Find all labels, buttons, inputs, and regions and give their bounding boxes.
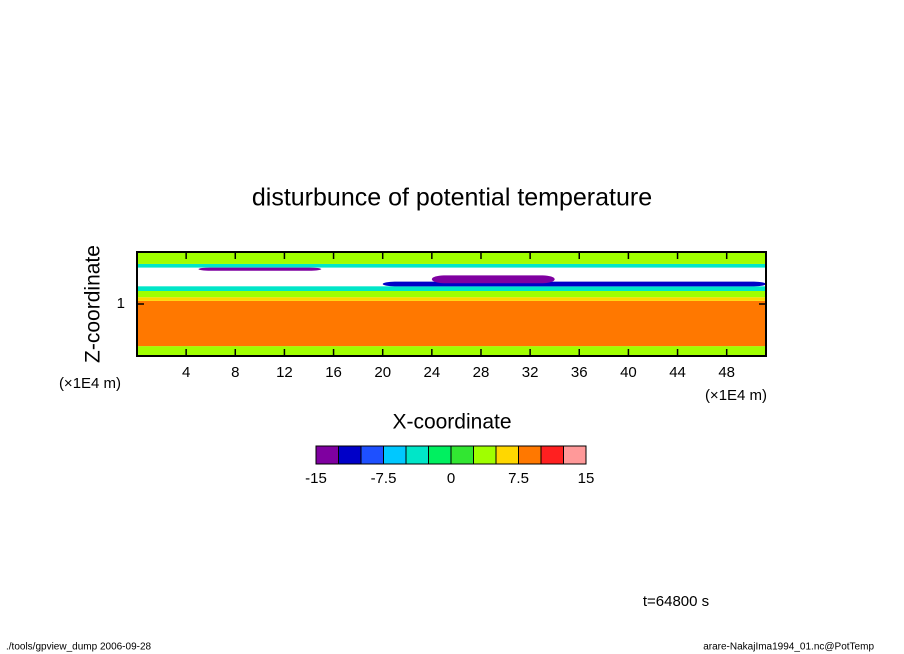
contour-band — [431, 275, 555, 284]
footer-left: ./tools/gpview_dump 2006-09-28 — [6, 642, 152, 653]
colorbar-label: 15 — [578, 470, 595, 487]
contour-band — [137, 297, 766, 301]
x-tick-label: 48 — [718, 364, 735, 381]
colorbar-box — [563, 445, 587, 465]
footer-right: arare-NakajIma1994_01.nc@PotTemp — [703, 642, 874, 653]
colorbar-box — [450, 445, 474, 465]
colorbar-box — [315, 445, 339, 465]
colorbar-label: 7.5 — [508, 470, 529, 487]
colorbar-label: -15 — [305, 470, 327, 487]
x-tick-label: 4 — [182, 364, 190, 381]
x-tick-label: 16 — [325, 364, 342, 381]
y-tick-label: 1 — [117, 295, 125, 312]
x-tick-label: 24 — [424, 364, 441, 381]
time-annotation: t=64800 s — [643, 593, 709, 610]
colorbar-box — [383, 445, 407, 465]
contour-band — [137, 291, 766, 298]
x-tick-label: 8 — [231, 364, 239, 381]
x-tick-label: 12 — [276, 364, 293, 381]
contour-band — [137, 252, 766, 264]
x-tick-label: 20 — [374, 364, 391, 381]
colorbar-box — [518, 445, 542, 465]
chart-title: disturbunce of potential temperature — [252, 184, 652, 212]
colorbar-label: -7.5 — [371, 470, 397, 487]
contour-band — [198, 267, 322, 271]
contour-band — [137, 300, 766, 347]
contour-band — [137, 346, 766, 356]
x-tick-label: 36 — [571, 364, 588, 381]
colorbar-box — [338, 445, 362, 465]
colorbar-label: 0 — [447, 470, 455, 487]
x-tick-label: 44 — [669, 364, 686, 381]
x-tick-label: 40 — [620, 364, 637, 381]
y-unit: (×1E4 m) — [59, 375, 121, 392]
x-axis-label: X-coordinate — [392, 411, 511, 434]
x-tick-label: 32 — [522, 364, 539, 381]
y-axis-label: Z-coordinate — [82, 245, 105, 363]
colorbar-box — [428, 445, 452, 465]
colorbar-box — [495, 445, 519, 465]
colorbar-box — [360, 445, 384, 465]
x-unit: (×1E4 m) — [705, 387, 767, 404]
contour-band — [137, 286, 766, 291]
x-tick-label: 28 — [473, 364, 490, 381]
colorbar-box — [473, 445, 497, 465]
colorbar-box — [405, 445, 429, 465]
colorbar-box — [540, 445, 564, 465]
contour-band — [137, 263, 766, 268]
